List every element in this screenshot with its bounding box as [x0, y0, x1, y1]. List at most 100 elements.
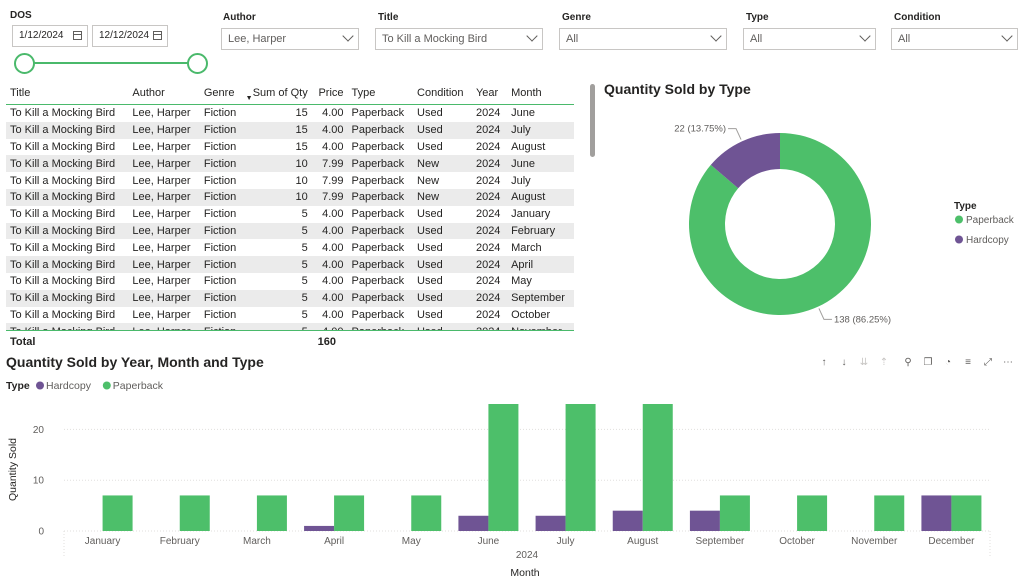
author-dropdown[interactable]: Lee, Harper: [221, 28, 359, 50]
column-header-genre[interactable]: Genre: [199, 82, 244, 105]
table-cell: 5: [243, 256, 312, 273]
title-dropdown[interactable]: To Kill a Mocking Bird: [375, 28, 543, 50]
focus-mode-icon[interactable]: ⤢: [984, 357, 992, 368]
bar-paperback-may[interactable]: [411, 495, 442, 531]
table-cell: 5: [301, 241, 308, 254]
table-cell: 10: [243, 155, 312, 173]
table-cell: Used: [417, 308, 443, 321]
table-row: To Kill a Mocking Bird Lee, Harper Fiction…: [6, 307, 574, 324]
donut-slice-paperback[interactable]: [689, 133, 871, 315]
bar-paperback-march[interactable]: [256, 495, 287, 531]
table-cell: Fiction: [199, 289, 244, 307]
legend-marker-paperback[interactable]: [955, 215, 963, 224]
date-range-slider-track[interactable]: [24, 62, 196, 64]
bar-hardcopy-april[interactable]: [304, 525, 335, 531]
drill-down-icon[interactable]: ↓: [841, 357, 847, 368]
bar-paperback-april[interactable]: [334, 495, 365, 531]
table-cell: August: [507, 188, 574, 206]
bar-paperback-january[interactable]: [102, 495, 133, 531]
x-tick-label: September: [695, 536, 745, 547]
table-cell: 5: [243, 222, 312, 240]
bar-paperback-september[interactable]: [719, 495, 750, 531]
bar-paperback-june[interactable]: [488, 404, 519, 531]
column-header-condition[interactable]: Condition: [413, 82, 472, 105]
table-cell: Fiction: [203, 174, 237, 187]
bar-paperback-february[interactable]: [179, 495, 210, 531]
drill-up-icon[interactable]: ↑: [821, 357, 827, 368]
table-cell: To Kill a Mocking Bird: [6, 289, 129, 307]
bar-hardcopy-september[interactable]: [689, 510, 720, 531]
table-cell: 2024: [471, 256, 508, 273]
legend-item-hardcopy[interactable]: Hardcopy: [966, 235, 1009, 246]
calendar-icon[interactable]: [153, 31, 162, 40]
donut-chart: 138 (86.25%) 22 (13.75%) Type Paperback Hard…: [674, 124, 1015, 326]
table-row: To Kill a Mocking Bird Lee, Harper Fiction…: [6, 206, 574, 223]
table-cell: To Kill a Mocking Bird: [6, 256, 129, 273]
table-cell: Lee, Harper: [132, 241, 191, 254]
table-cell: 4.00: [322, 241, 344, 254]
table-cell: Paperback: [351, 208, 405, 221]
column-header-price[interactable]: Price: [311, 82, 348, 105]
bar-paperback-december[interactable]: [951, 495, 982, 531]
expand-next-level-icon[interactable]: ⇡: [879, 357, 889, 368]
column-header-sum-of-qty[interactable]: Sum of Qty ▼: [243, 82, 312, 105]
legend-item-hardcopy[interactable]: Hardcopy: [46, 380, 92, 392]
date-range-start-handle[interactable]: [14, 53, 35, 74]
data-label-leader-line: [728, 128, 742, 140]
dos-start-date[interactable]: 1/12/2024: [12, 25, 88, 47]
total-divider: [6, 330, 574, 332]
column-header-month[interactable]: Month: [507, 82, 574, 105]
column-header-title[interactable]: Title: [6, 82, 129, 105]
type-dropdown[interactable]: All: [743, 28, 876, 50]
bell-icon[interactable]: ◔: [944, 357, 952, 368]
table-cell: Lee, Harper: [128, 256, 200, 273]
more-options-icon[interactable]: ⋯: [1003, 357, 1013, 368]
table-cell: Lee, Harper: [132, 308, 191, 321]
legend-item-paperback[interactable]: Paperback: [966, 215, 1015, 226]
table-cell: 2024: [471, 121, 508, 139]
table-cell: 2024: [475, 107, 501, 120]
condition-dropdown[interactable]: All: [891, 28, 1018, 50]
pin-icon[interactable]: ⚲: [904, 357, 912, 368]
genre-dropdown[interactable]: All: [559, 28, 727, 50]
legend-marker-hardcopy[interactable]: [955, 235, 963, 244]
table-cell: January: [511, 208, 551, 221]
data-label-leader-line: [818, 308, 832, 320]
bar-hardcopy-june[interactable]: [458, 515, 489, 531]
table-header-row: Title Author Genre Sum of Qty ▼ Price Type Cond…: [6, 82, 574, 105]
table-cell: 4.00: [322, 208, 344, 221]
bar-hardcopy-december[interactable]: [921, 495, 952, 531]
expand-all-icon[interactable]: ⇊: [859, 357, 869, 368]
table-cell: June: [511, 107, 535, 120]
table-cell: New: [413, 155, 472, 173]
column-header-type[interactable]: Type: [347, 82, 414, 105]
legend-item-paperback[interactable]: Paperback: [113, 380, 164, 392]
donut-slice-hardcopy[interactable]: [710, 133, 780, 189]
table-cell: Paperback: [347, 188, 414, 206]
bar-paperback-august[interactable]: [642, 404, 673, 531]
table-cell: Fiction: [203, 275, 237, 288]
table-scrollbar[interactable]: [590, 84, 595, 157]
bar-paperback-november[interactable]: [874, 495, 905, 531]
type-slicer-label: Type: [746, 12, 769, 23]
copy-icon[interactable]: ❐: [923, 357, 933, 368]
table-cell: Paperback: [351, 308, 405, 321]
bar-paperback-july[interactable]: [565, 404, 596, 531]
filter-icon[interactable]: ≡: [965, 357, 971, 368]
column-header-author[interactable]: Author: [128, 82, 200, 105]
bar-paperback-october[interactable]: [797, 495, 828, 531]
column-header-year[interactable]: Year: [471, 82, 508, 105]
date-range-end-handle[interactable]: [187, 53, 208, 74]
dos-end-date[interactable]: 12/12/2024: [92, 25, 168, 47]
bar-hardcopy-august[interactable]: [612, 510, 643, 531]
bar-hardcopy-july[interactable]: [535, 515, 566, 531]
table-cell: Fiction: [203, 208, 237, 221]
table-cell: To Kill a Mocking Bird: [6, 121, 129, 139]
table-cell: Fiction: [203, 308, 237, 321]
dos-slicer-label: DOS: [10, 10, 32, 21]
donut-chart-title: Quantity Sold by Type: [604, 81, 751, 97]
table-cell: 4.00: [311, 289, 348, 307]
table-cell: Used: [417, 208, 443, 221]
calendar-icon[interactable]: [73, 31, 82, 40]
table-cell: 2024: [475, 174, 501, 187]
